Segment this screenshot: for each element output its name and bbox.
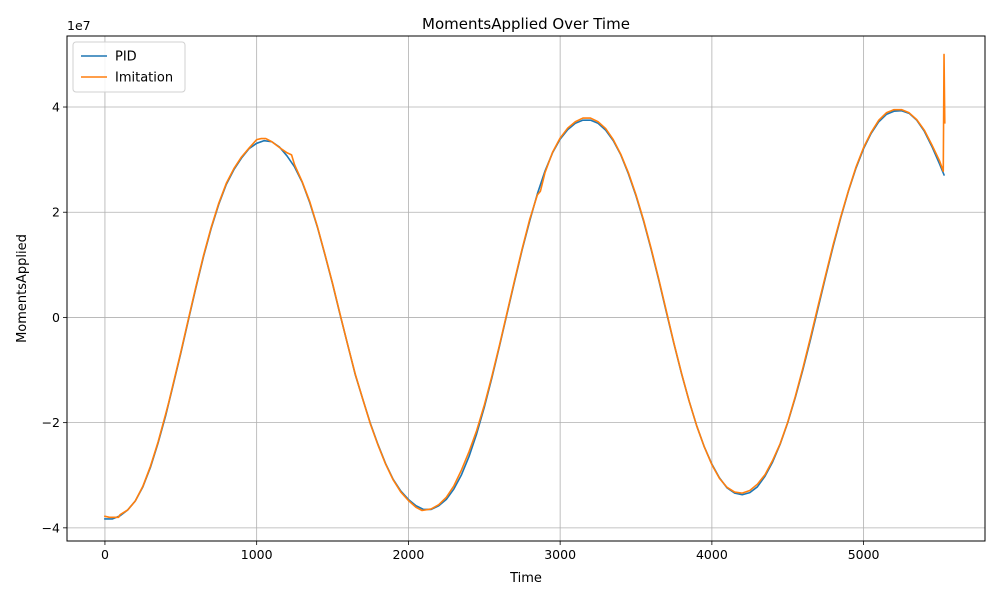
y-tick-label: 0 bbox=[52, 310, 60, 325]
legend-box bbox=[72, 41, 186, 93]
legend-label-pid: PID bbox=[115, 50, 137, 65]
x-axis-label: Time bbox=[509, 571, 542, 586]
y-tick-label: −4 bbox=[42, 520, 60, 535]
chart-title: MomentsApplied Over Time bbox=[422, 15, 630, 33]
x-tick-label: 1000 bbox=[241, 547, 273, 562]
x-tick-label: 0 bbox=[101, 547, 109, 562]
plot-frame bbox=[66, 35, 986, 542]
series-lines bbox=[103, 53, 946, 520]
y-axis-scale-label: 1e7 bbox=[67, 18, 91, 33]
x-tick-label: 4000 bbox=[696, 547, 728, 562]
x-tick-label: 3000 bbox=[544, 547, 576, 562]
series-line-imitation bbox=[103, 53, 946, 519]
x-tick-label: 5000 bbox=[848, 547, 880, 562]
y-tick-label: 4 bbox=[52, 100, 60, 115]
y-tick-label: −2 bbox=[42, 415, 60, 430]
axis-ticks: 0 1000 2000 3000 4000 5000 −4 −2 0 2 4 bbox=[42, 100, 880, 562]
legend-label-imitation: Imitation bbox=[115, 71, 173, 86]
y-axis-label: MomentsApplied bbox=[15, 234, 30, 343]
y-tick-label: 2 bbox=[52, 205, 60, 220]
legend: PID Imitation bbox=[72, 41, 186, 93]
x-tick-label: 2000 bbox=[392, 547, 424, 562]
grid-lines bbox=[67, 36, 985, 541]
